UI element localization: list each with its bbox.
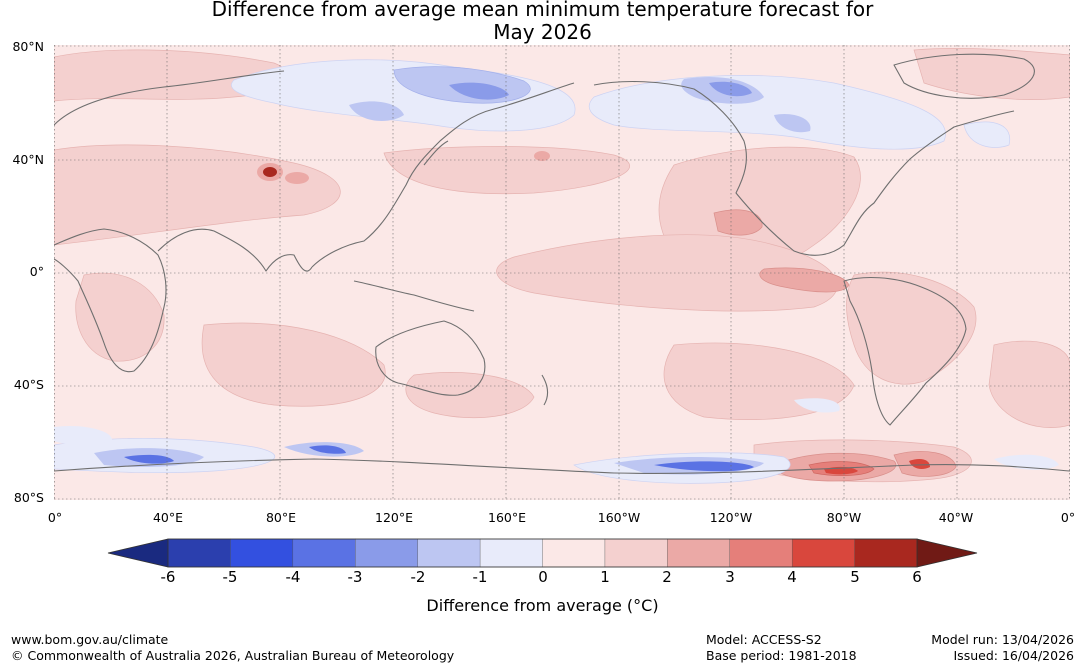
anomaly-region [759, 267, 850, 293]
colorbar-tick: -2 [410, 568, 426, 586]
footer-copyright: © Commonwealth of Australia 2026, Austra… [11, 648, 455, 663]
chart-title-line2: May 2026 [493, 20, 592, 44]
colorbar-bin [479, 538, 544, 568]
anomaly-region [909, 459, 930, 469]
colorbar-bin [355, 538, 419, 568]
anomaly-region [285, 172, 309, 184]
colorbar-arrow-outline-right [916, 538, 978, 568]
lon-label-80w: 80°W [826, 510, 862, 525]
anomaly-region [405, 372, 535, 419]
anomaly-region [774, 113, 811, 133]
anomaly-region [846, 271, 977, 385]
colorbar-tick: -6 [160, 568, 176, 586]
coastline-antarctica [54, 458, 1070, 474]
footer-model: Model: ACCESS-S2 [706, 632, 822, 647]
colorbar-tick: -5 [222, 568, 238, 586]
lat-label-equator: 0° [29, 264, 44, 279]
anomaly-region [124, 454, 174, 464]
anomaly-region [988, 340, 1070, 428]
coastline-europe [54, 70, 285, 126]
colorbar [107, 538, 978, 568]
coastline-japan [423, 140, 449, 166]
footer-base-period: Base period: 1981-2018 [706, 648, 857, 663]
colorbar-tick: 2 [662, 568, 672, 586]
colorbar-arrow-outline-left [107, 538, 169, 568]
cool-anomaly-regions [54, 59, 1059, 484]
colorbar-tick: 5 [850, 568, 860, 586]
anomaly-region [75, 272, 165, 362]
coastline-asia-east [311, 82, 575, 268]
anomaly-region [794, 398, 840, 413]
colorbar-bin [729, 538, 793, 568]
coastline-new-zealand [541, 374, 549, 406]
lon-label-120w: 120°W [709, 510, 753, 525]
coastline-north-america [593, 80, 1015, 256]
coastline-maritime [353, 280, 475, 312]
bom-climate-link[interactable]: www.bom.gov.au/climate [11, 632, 169, 647]
anomaly-region [534, 151, 550, 161]
lon-label-160e: 160°E [487, 510, 527, 525]
colorbar-frame [167, 538, 918, 568]
coastlines [54, 53, 1070, 474]
anomaly-region [349, 101, 404, 121]
colorbar-tick: 0 [538, 568, 548, 586]
lon-label-0: 0° [47, 510, 63, 525]
footer-url: www.bom.gov.au/climate [11, 631, 168, 648]
colorbar-bin [604, 538, 669, 568]
colorbar-label: Difference from average (°C) [426, 596, 659, 615]
lat-label-40n: 40°N [12, 152, 44, 167]
anomaly-region [54, 425, 113, 445]
lon-label-160w: 160°W [597, 510, 641, 525]
anomaly-region [201, 322, 386, 407]
colorbar-bin [854, 538, 918, 568]
footer-issued: Issued: 16/04/2026 [953, 648, 1075, 663]
colorbar-bin [791, 538, 856, 568]
lon-label-80e: 80°E [265, 510, 297, 525]
lon-label-40w: 40°W [938, 510, 974, 525]
lat-label-80s: 80°S [13, 490, 44, 505]
anomaly-region [383, 146, 630, 195]
colorbar-tick: 4 [787, 568, 797, 586]
colorbar-bin [167, 538, 232, 568]
coastline-australia [375, 320, 486, 396]
anomaly-region [913, 48, 1070, 100]
forecast-map [54, 45, 1070, 500]
anomaly-region [588, 75, 946, 150]
coastline-africa [54, 228, 167, 373]
warm-anomaly-regions [54, 48, 1070, 483]
colorbar-bin [292, 538, 356, 568]
chart-title-line1: Difference from average mean minimum tem… [211, 0, 874, 21]
anomaly-region [309, 445, 346, 454]
lon-label-40e: 40°E [152, 510, 184, 525]
anomaly-region [263, 167, 277, 177]
anomaly-region [654, 461, 754, 472]
colorbar-tick: -4 [285, 568, 301, 586]
colorbar-tick: -3 [347, 568, 363, 586]
anomaly-region [709, 81, 752, 97]
colorbar-below-arrow [108, 539, 168, 567]
colorbar-bin [542, 538, 606, 568]
anomaly-region [713, 209, 763, 236]
coastline-greenland [893, 53, 1035, 99]
colorbar-above-arrow [917, 539, 977, 567]
lon-label-120e: 120°E [374, 510, 414, 525]
lat-label-40s: 40°S [13, 377, 44, 392]
coastline-south-america [843, 277, 967, 426]
coastline-arabia-india [157, 228, 313, 272]
colorbar-tick: -1 [472, 568, 488, 586]
colorbar-tick: 1 [600, 568, 610, 586]
colorbar-tick: 6 [912, 568, 922, 586]
lon-label-0-east: 0° [1060, 510, 1076, 525]
footer-model-run: Model run: 13/04/2026 [931, 632, 1074, 647]
graticule [54, 45, 1070, 500]
anomaly-region [963, 121, 1011, 148]
colorbar-bin [417, 538, 481, 568]
anomaly-region [449, 82, 509, 100]
colorbar-bin [667, 538, 731, 568]
colorbar-tick: 3 [725, 568, 735, 586]
colorbar-bin [230, 538, 294, 568]
lat-label-80n: 80°N [12, 39, 44, 54]
